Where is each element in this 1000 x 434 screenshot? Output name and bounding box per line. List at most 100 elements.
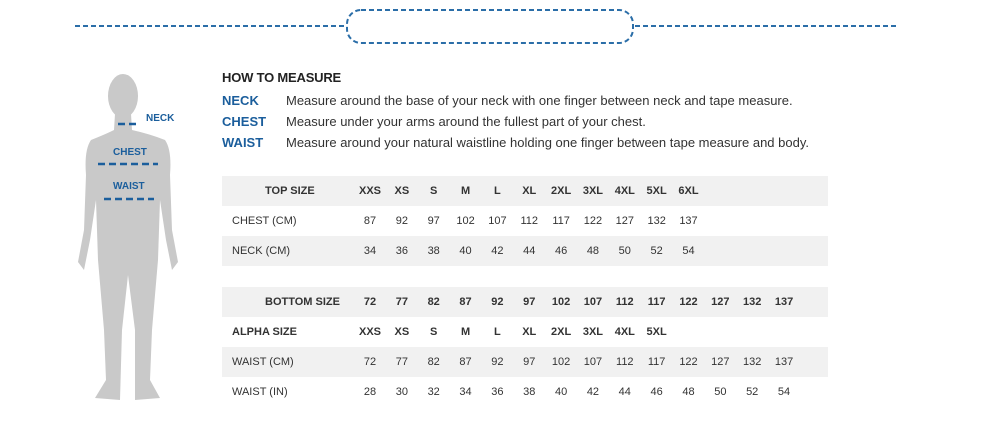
table-row: ALPHA SIZE XXS XS S M L XL 2XL 3XL 4XL 5XL — [222, 317, 828, 347]
table-cell: 4XL — [614, 185, 635, 197]
measure-label: CHEST — [222, 114, 267, 129]
table-cell: XXS — [358, 326, 381, 338]
table-cell: 82 — [427, 296, 440, 308]
table-cell: 92 — [491, 296, 504, 308]
table-cell: 44 — [618, 386, 631, 398]
table-cell: 40 — [554, 386, 568, 398]
table-cell: 54 — [682, 245, 695, 257]
table-cell: S — [430, 326, 438, 338]
table-cell: 127 — [615, 215, 634, 227]
table-cell: 132 — [647, 215, 666, 227]
table-cell: 117 — [647, 296, 666, 308]
table-cell: XXS — [358, 185, 381, 197]
measure-label: WAIST — [222, 135, 264, 150]
table-cell: 52 — [650, 245, 663, 257]
table-cell: 97 — [523, 296, 536, 308]
table-cell: 97 — [427, 215, 440, 227]
tape-title-box — [346, 9, 634, 44]
figure-chest-label: CHEST — [113, 147, 147, 158]
table-cell: 44 — [523, 245, 536, 257]
table-cell: M — [460, 326, 471, 338]
table-cell: 6XL — [678, 185, 699, 197]
table-cell: 122 — [679, 356, 698, 368]
table-cell: XS — [394, 326, 410, 338]
table-cell: 92 — [491, 356, 504, 368]
silhouette-head — [108, 74, 138, 118]
measure-text: Measure under your arms around the fulle… — [286, 114, 646, 129]
table-cell: L — [494, 326, 501, 338]
table-cell: 77 — [395, 356, 408, 368]
table-cell: 30 — [395, 386, 408, 398]
table-cell: 112 — [520, 215, 539, 227]
figure-neck-label: NECK — [146, 113, 175, 124]
table-cell: 48 — [586, 245, 600, 257]
silhouette-body — [78, 114, 178, 400]
table-cell: 4XL — [614, 326, 635, 338]
table-cell: M — [460, 185, 471, 197]
table-row: WAIST (IN) 28 30 32 34 36 38 40 42 44 46 48 50 52 54 — [222, 377, 828, 407]
table-cell: 36 — [395, 245, 408, 257]
table-cell: 34 — [363, 245, 377, 257]
table-cell: 112 — [616, 356, 634, 368]
table-row: CHEST (CM) 87 92 97 102 107 112 117 122 127 132 137 — [222, 206, 828, 236]
table-cell: 102 — [551, 296, 571, 308]
table-cell: 137 — [679, 215, 698, 227]
table-cell: 77 — [395, 296, 408, 308]
decorative-tape-header — [75, 9, 897, 44]
table-cell: 34 — [459, 386, 472, 398]
table-cell: 117 — [552, 215, 570, 227]
top-size-table: TOP SIZE XXS XS S M L XL 2XL 3XL 4XL 5XL 6XL CHEST (… — [222, 176, 828, 266]
row-label: WAIST (CM) — [232, 356, 294, 368]
bottom-size-table: BOTTOM SIZE 72 77 82 87 92 97 102 107 112 117 122 12… — [222, 287, 828, 407]
table-cell: 72 — [363, 296, 377, 308]
table-cell: 97 — [523, 356, 536, 368]
row-label: ALPHA SIZE — [232, 326, 297, 338]
table-cell: 87 — [459, 356, 472, 368]
table-cell: 38 — [427, 245, 440, 257]
table-cell: 2XL — [551, 326, 572, 338]
table-cell: 122 — [679, 296, 698, 308]
table-cell: 5XL — [646, 326, 667, 338]
table-cell: 48 — [682, 386, 695, 398]
table-cell: 122 — [583, 215, 603, 227]
row-label: CHEST (CM) — [232, 215, 297, 227]
table-cell: 50 — [714, 386, 727, 398]
measure-label: NECK — [222, 93, 259, 108]
table-cell: 132 — [743, 296, 762, 308]
table-cell: XL — [522, 326, 537, 338]
body-silhouette — [78, 74, 178, 400]
table-cell: L — [494, 185, 501, 197]
table-cell: 50 — [618, 245, 631, 257]
table-cell: 40 — [459, 245, 472, 257]
table-cell: 54 — [777, 386, 791, 398]
table-cell: 87 — [363, 215, 377, 227]
table-cell: 46 — [554, 245, 568, 257]
table-header-row: BOTTOM SIZE 72 77 82 87 92 97 102 107 112 117 122 12… — [222, 287, 828, 317]
table-cell: S — [430, 185, 438, 197]
table-cell: 112 — [615, 296, 634, 308]
table-cell: 102 — [456, 215, 475, 227]
measure-text: Measure around your natural waistline ho… — [286, 135, 809, 150]
row-label: TOP SIZE — [265, 185, 315, 197]
table-cell: 87 — [459, 296, 472, 308]
row-label: NECK (CM) — [232, 245, 291, 257]
table-cell: 82 — [427, 356, 440, 368]
table-cell: 28 — [363, 386, 377, 398]
table-cell: 3XL — [582, 185, 604, 197]
table-cell: 137 — [774, 296, 794, 308]
table-cell: 132 — [743, 356, 762, 368]
table-cell: 72 — [363, 356, 377, 368]
row-label: BOTTOM SIZE — [265, 296, 340, 308]
table-cell: 102 — [551, 356, 571, 368]
table-cell: XL — [522, 185, 537, 197]
table-row: WAIST (CM) 72 77 82 87 92 97 102 107 112 117 122 127… — [222, 347, 828, 377]
table-cell: 2XL — [551, 185, 572, 197]
table-cell: 92 — [395, 215, 408, 227]
table-cell: 52 — [746, 386, 759, 398]
table-cell: 36 — [491, 386, 504, 398]
row-label: WAIST (IN) — [232, 386, 288, 398]
table-cell: 127 — [711, 356, 730, 368]
table-cell: 107 — [488, 215, 507, 227]
table-cell: 42 — [586, 386, 600, 398]
